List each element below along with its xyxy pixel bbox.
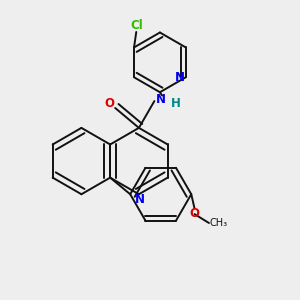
Text: Cl: Cl [130, 19, 142, 32]
Text: CH₃: CH₃ [209, 218, 227, 228]
Text: O: O [190, 207, 200, 220]
Text: N: N [175, 71, 185, 84]
Text: O: O [105, 97, 115, 110]
Text: N: N [135, 193, 145, 206]
Text: H: H [170, 97, 180, 110]
Text: N: N [156, 94, 166, 106]
